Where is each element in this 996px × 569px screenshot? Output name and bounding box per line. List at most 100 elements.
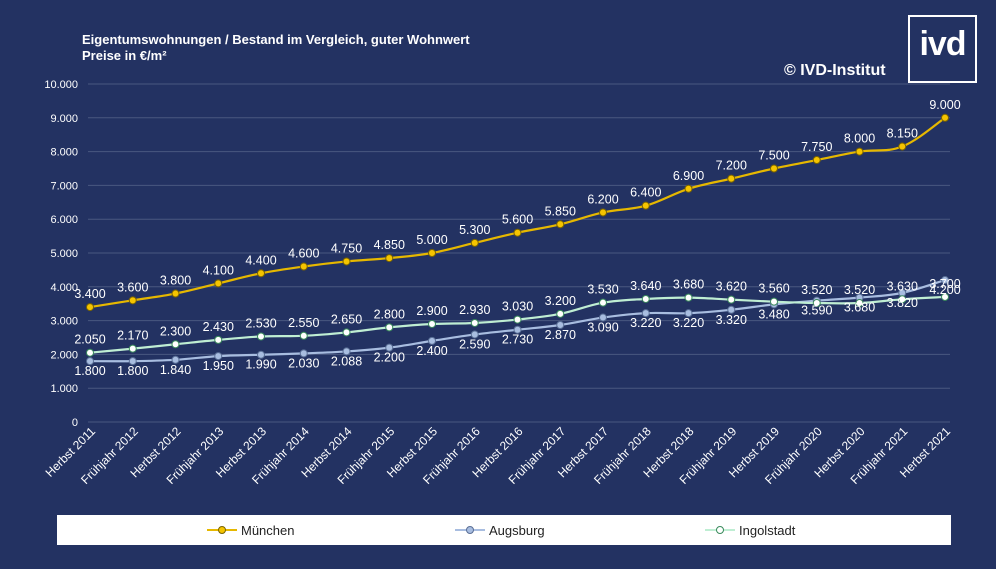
y-tick-label: 0	[72, 417, 78, 429]
data-label-muenchen: 5.300	[459, 223, 490, 237]
data-point-muenchen	[86, 303, 94, 312]
data-label-muenchen: 3.600	[117, 280, 148, 294]
data-point-muenchen	[128, 296, 137, 305]
data-point-ingolstadt	[342, 328, 351, 337]
data-label-augsburg: 1.950	[203, 359, 234, 373]
data-label-muenchen: 4.750	[331, 241, 362, 255]
data-point-muenchen	[812, 156, 821, 165]
data-label-ingolstadt: 3.530	[587, 283, 618, 297]
data-point-ingolstadt	[385, 323, 394, 332]
data-label-augsburg: 2.030	[288, 356, 319, 370]
data-label-augsburg: 3.220	[673, 316, 704, 330]
data-point-augsburg	[641, 309, 650, 318]
chart-title: Eigentumswohnungen / Bestand im Vergleic…	[82, 32, 470, 64]
data-label-muenchen: 5.000	[416, 233, 447, 247]
data-point-muenchen	[556, 220, 565, 229]
data-label-muenchen: 6.200	[587, 192, 618, 206]
data-point-muenchen	[385, 254, 394, 263]
y-tick-label: 9.000	[50, 113, 78, 125]
data-point-ingolstadt	[171, 340, 180, 349]
data-point-muenchen	[257, 269, 265, 278]
data-label-ingolstadt: 2.800	[374, 307, 405, 321]
data-point-augsburg	[556, 320, 565, 329]
data-point-ingolstadt	[684, 293, 693, 302]
data-label-muenchen: 8.150	[887, 127, 918, 141]
y-tick-label: 4.000	[50, 282, 78, 294]
data-label-ingolstadt: 2.300	[160, 324, 191, 338]
data-point-augsburg	[684, 309, 693, 318]
data-point-ingolstadt	[513, 315, 522, 324]
data-point-muenchen	[898, 142, 907, 151]
data-point-ingolstadt	[770, 297, 778, 306]
legend-label-augsburg: Augsburg	[489, 522, 545, 538]
data-label-muenchen: 4.400	[245, 253, 276, 267]
y-tick-label: 6.000	[50, 214, 78, 226]
chart-subtitle: Preise in €/m²	[82, 48, 167, 63]
data-point-ingolstadt	[898, 295, 907, 304]
ivd-logo-text: ivd	[919, 25, 966, 63]
data-point-augsburg	[128, 357, 137, 366]
y-tick-label: 1.000	[50, 383, 78, 395]
data-point-muenchen	[428, 249, 436, 257]
data-label-muenchen: 3.800	[160, 274, 191, 288]
data-label-ingolstadt: 2.170	[117, 329, 148, 343]
data-label-muenchen: 6.900	[673, 169, 704, 183]
y-tick-label: 10.000	[44, 79, 78, 91]
data-point-muenchen	[214, 279, 223, 288]
data-point-muenchen	[641, 201, 650, 210]
data-label-augsburg: 2.200	[374, 351, 405, 365]
data-label-ingolstadt: 3.200	[545, 294, 576, 308]
legend-item-ingolstadt[interactable]: Ingolstadt	[705, 522, 795, 538]
data-point-muenchen	[171, 289, 180, 298]
data-label-ingolstadt: 2.650	[331, 312, 362, 326]
data-label-muenchen: 7.200	[716, 159, 747, 173]
data-label-muenchen: 5.850	[545, 204, 576, 218]
data-point-ingolstadt	[86, 348, 94, 357]
legend-swatch-ingolstadt	[705, 526, 735, 534]
data-label-augsburg: 1.800	[74, 364, 105, 378]
data-point-augsburg	[727, 305, 736, 314]
data-label-ingolstadt: 2.430	[203, 320, 234, 334]
legend-label-ingolstadt: Ingolstadt	[739, 522, 796, 538]
data-point-muenchen	[599, 208, 607, 217]
data-label-augsburg: 3.480	[758, 307, 789, 321]
data-point-ingolstadt	[470, 318, 479, 327]
data-label-augsburg: 3.090	[587, 321, 618, 335]
data-point-muenchen	[342, 257, 351, 266]
data-point-augsburg	[171, 355, 180, 364]
legend-swatch-muenchen	[207, 526, 237, 534]
legend-swatch-augsburg	[455, 526, 485, 534]
data-label-augsburg: 3.220	[630, 316, 661, 330]
data-label-augsburg: 4.200	[929, 283, 960, 297]
legend-item-muenchen[interactable]: München	[207, 522, 294, 538]
data-point-augsburg	[299, 349, 308, 358]
data-point-ingolstadt	[812, 299, 821, 308]
data-label-ingolstadt: 2.530	[245, 316, 276, 330]
data-label-muenchen: 8.000	[844, 132, 875, 146]
data-point-muenchen	[855, 147, 864, 156]
data-point-muenchen	[941, 113, 949, 122]
grid-lines	[88, 83, 950, 423]
legend-item-augsburg[interactable]: Augsburg	[455, 522, 545, 538]
data-label-augsburg: 2.590	[459, 337, 490, 351]
data-point-augsburg	[513, 325, 522, 334]
data-label-ingolstadt: 3.620	[716, 280, 747, 294]
data-point-muenchen	[470, 238, 479, 247]
data-label-muenchen: 9.000	[929, 98, 960, 112]
data-label-muenchen: 4.100	[203, 263, 234, 277]
legend-label-muenchen: München	[241, 522, 295, 538]
y-axis: 0 1.000 2.000 3.000 4.000 5.000 6.000 7.000 8.00…	[44, 79, 78, 429]
data-label-ingolstadt: 3.520	[844, 283, 875, 297]
data-label-ingolstadt: 3.520	[801, 283, 832, 297]
data-point-augsburg	[385, 343, 394, 352]
data-label-ingolstadt: 3.630	[887, 279, 918, 293]
data-point-ingolstadt	[214, 335, 223, 344]
data-label-ingolstadt: 2.550	[288, 316, 319, 330]
data-point-muenchen	[770, 164, 778, 173]
data-label-augsburg: 2.730	[502, 333, 533, 347]
data-point-ingolstadt	[641, 294, 650, 303]
data-point-augsburg	[470, 330, 479, 339]
data-point-augsburg	[941, 276, 949, 285]
